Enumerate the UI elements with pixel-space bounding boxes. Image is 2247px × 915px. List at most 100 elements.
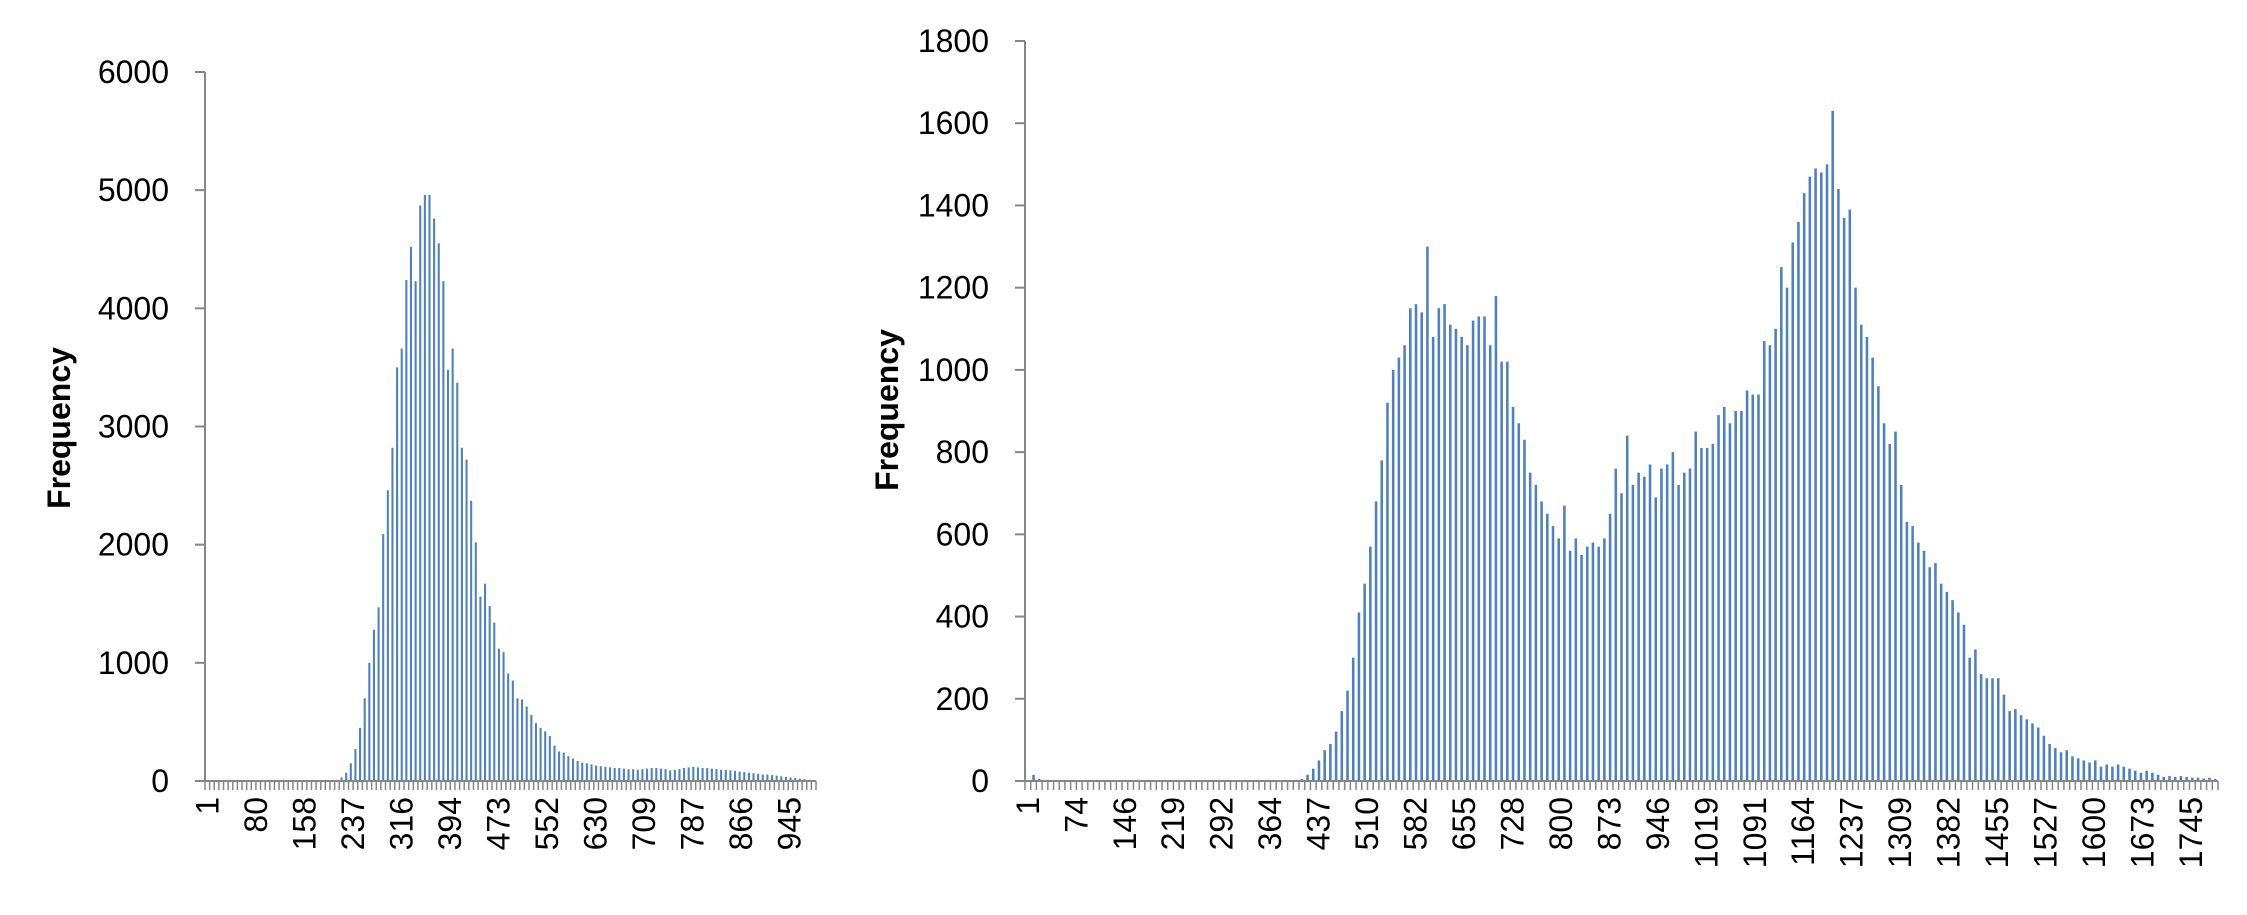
right-y-tick-label-6: 1200 xyxy=(918,270,989,306)
right-x-minor-ticks xyxy=(1024,781,2219,790)
right-bar-155 xyxy=(1911,526,1914,781)
right-bar-204 xyxy=(2191,777,2194,781)
left-bar-29 xyxy=(340,777,343,781)
right-bar-193 xyxy=(2128,768,2131,781)
left-bar-128 xyxy=(798,778,801,781)
right-bar-72 xyxy=(1437,308,1441,781)
left-bar-74 xyxy=(548,736,551,781)
right-bar-69 xyxy=(1420,312,1423,781)
right-y-tick-label-3: 600 xyxy=(936,516,989,552)
right-bar-167 xyxy=(1979,674,1983,781)
right-bar-192 xyxy=(2122,766,2126,781)
right-bar-140 xyxy=(1825,164,1829,781)
right-bar-1 xyxy=(1032,774,1035,781)
left-bar-56 xyxy=(465,459,468,781)
right-bar-173 xyxy=(2014,709,2017,781)
left-bar-124 xyxy=(780,776,783,781)
left-bar-38 xyxy=(382,534,385,781)
right-bar-153 xyxy=(1899,485,1903,781)
left-bar-86 xyxy=(604,766,607,781)
right-bar-91 xyxy=(1546,513,1549,781)
left-bar-46 xyxy=(419,205,422,781)
right-bar-2 xyxy=(1037,778,1041,781)
left-bar-34 xyxy=(363,698,366,781)
right-x-tick-label-14: 1019 xyxy=(1688,797,1724,868)
right-bar-148 xyxy=(1871,357,1874,781)
left-bar-80 xyxy=(576,760,579,781)
left-bar-116 xyxy=(743,772,746,781)
right-bar-184 xyxy=(2076,758,2080,781)
left-bar-33 xyxy=(359,727,362,781)
right-x-tick-label-0: 1 xyxy=(1010,797,1046,815)
right-bar-180 xyxy=(2054,748,2057,781)
right-bar-181 xyxy=(2059,752,2063,781)
right-bar-58 xyxy=(1357,612,1361,781)
right-bar-105 xyxy=(1625,435,1629,781)
left-bar-84 xyxy=(595,765,598,781)
right-bar-52 xyxy=(1323,750,1326,781)
left-bar-35 xyxy=(368,662,371,781)
right-bar-48 xyxy=(1300,778,1304,781)
right-x-tick-label-22: 1600 xyxy=(2076,797,2112,868)
left-y-tick-label-2: 2000 xyxy=(98,527,169,563)
right-bar-51 xyxy=(1317,760,1321,781)
right-bar-199 xyxy=(2162,776,2166,781)
right-bar-55 xyxy=(1340,711,1344,781)
left-x-ticks: 1 80 158 237 316 394 473 552 630 709 787 866 945 xyxy=(189,797,807,850)
right-bar-60 xyxy=(1369,546,1372,781)
right-bar-54 xyxy=(1334,731,1338,781)
right-x-tick-label-15: 1091 xyxy=(1737,797,1773,868)
right-bar-127 xyxy=(1751,394,1755,781)
right-bar-161 xyxy=(1945,591,1949,781)
right-bar-171 xyxy=(2002,694,2006,781)
right-x-tick-label-13: 946 xyxy=(1640,797,1676,850)
right-bar-191 xyxy=(2116,764,2120,781)
right-bars xyxy=(1032,110,2217,782)
left-bar-112 xyxy=(724,769,727,781)
right-bar-190 xyxy=(2111,766,2114,781)
left-x-tick-label-2: 158 xyxy=(286,797,322,850)
right-histogram: Frequency 020040060080010001200140016001… xyxy=(869,23,2219,868)
right-bar-118 xyxy=(1700,448,1703,781)
right-bar-183 xyxy=(2071,756,2074,781)
left-bar-32 xyxy=(354,749,357,781)
right-bar-95 xyxy=(1568,550,1572,781)
right-y-tick-label-2: 400 xyxy=(936,599,989,635)
left-bar-87 xyxy=(608,767,612,781)
right-bar-132 xyxy=(1780,267,1783,781)
right-x-tick-label-12: 873 xyxy=(1591,797,1627,850)
right-bar-120 xyxy=(1711,443,1715,781)
right-bar-131 xyxy=(1774,328,1777,781)
left-bar-88 xyxy=(613,768,616,781)
left-bar-78 xyxy=(567,756,570,781)
left-bar-104 xyxy=(687,767,690,781)
right-x-tick-label-6: 437 xyxy=(1301,797,1337,850)
right-bar-162 xyxy=(1951,600,1954,781)
left-bar-91 xyxy=(627,769,630,781)
right-bar-179 xyxy=(2048,744,2051,781)
right-bar-102 xyxy=(1608,513,1612,781)
left-bar-119 xyxy=(757,773,760,781)
left-bar-90 xyxy=(622,768,625,781)
right-bar-208 xyxy=(2213,778,2217,781)
right-bar-176 xyxy=(2031,723,2034,781)
left-bar-70 xyxy=(530,714,533,781)
right-bar-200 xyxy=(2168,776,2171,781)
right-x-tick-label-1: 74 xyxy=(1058,797,1094,833)
right-bar-89 xyxy=(1534,485,1538,781)
right-bar-106 xyxy=(1631,485,1635,781)
right-bar-68 xyxy=(1414,304,1418,781)
left-bar-76 xyxy=(558,751,561,781)
right-bar-142 xyxy=(1837,189,1840,781)
right-bar-79 xyxy=(1477,316,1481,781)
right-bar-61 xyxy=(1374,501,1378,781)
left-bar-47 xyxy=(423,194,426,781)
left-bar-31 xyxy=(349,763,352,781)
right-bar-168 xyxy=(1985,678,1989,781)
left-bar-49 xyxy=(433,218,436,781)
right-bar-121 xyxy=(1717,415,1720,781)
left-bar-110 xyxy=(715,769,718,781)
right-bar-119 xyxy=(1705,448,1709,781)
left-bar-45 xyxy=(414,281,417,781)
